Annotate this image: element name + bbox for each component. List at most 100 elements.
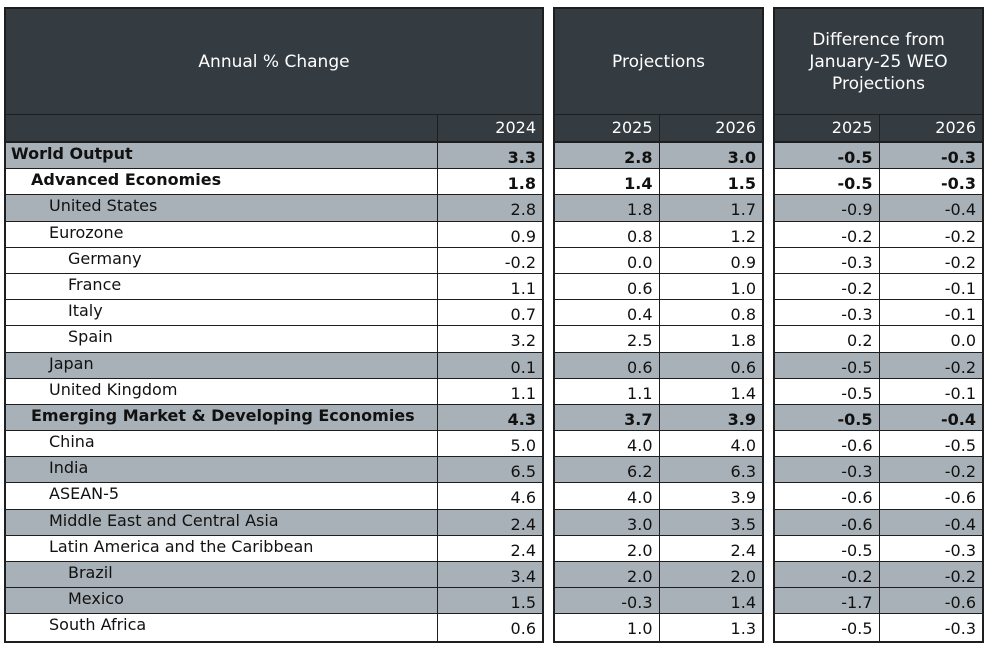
projection-2025-cell: 3.0 [627,514,653,534]
difference-2025-cell: 0.2 [847,331,873,351]
difference-2026-cell: -0.4 [878,404,983,431]
projection-2025-cell: 2.0 [627,567,653,586]
table-row: Spain 3.2 [6,326,542,353]
difference-year-row: 2025 2026 [775,115,982,143]
difference-2026-cell: -0.2 [878,457,983,483]
difference-2026-cell: -0.1 [878,300,983,326]
table-row: -0.3 -0.2 [775,457,983,484]
projection-2026-cell: 1.2 [658,221,763,247]
projection-2026-cell: 1.4 [658,378,763,404]
projection-2025-cell: -0.3 [621,593,653,613]
value-2024-cell: -0.2 [437,247,542,273]
table-row: -0.3 1.4 [555,588,763,615]
projection-2026-cell: 1.0 [658,273,763,300]
table-row: Middle East and Central Asia 2.4 [6,509,542,536]
difference-2025-cell: -0.5 [841,540,873,560]
year-2024-header: 2024 [437,115,542,141]
table-row: 2.5 1.8 [555,326,763,353]
projection-2025-cell: 2.8 [624,148,653,167]
value-2024-cell: 0.9 [437,221,542,247]
table-row: -0.3 -0.1 [775,300,983,327]
difference-2025-cell: -0.5 [837,409,873,429]
projection-2026-cell: 2.0 [658,562,763,588]
difference-2025-cell: -0.2 [841,226,873,246]
row-label: Emerging Market & Developing Economies [31,405,415,425]
difference-2026-cell: -0.1 [878,378,983,404]
row-label: Middle East and Central Asia [49,510,279,530]
projection-2025-cell: 1.4 [624,174,653,194]
value-2024-cell: 0.6 [437,614,542,641]
table-row: -0.6 -0.4 [775,509,982,536]
projection-2025-cell: 0.8 [627,226,653,246]
projection-2025-cell: 1.8 [627,200,653,220]
value-2024-cell: 0.7 [437,300,542,326]
label-header-spacer [6,115,437,141]
table-row: 1.1 1.4 [555,378,763,405]
table-row: 6.2 6.3 [555,457,762,484]
projection-2026-cell: 1.7 [658,195,763,221]
row-label: Spain [68,327,113,347]
projections-table: Projections 2025 2026 2.8 3.0 1.4 1.5 1.8 1.7… [553,7,764,643]
row-label: Japan [49,353,94,373]
difference-2025-cell: -0.2 [841,278,873,298]
projection-2026-cell: 1.4 [658,588,763,614]
value-2024-cell: 2.4 [437,535,542,561]
value-2024-cell: 1.5 [437,588,542,614]
value-2024-cell: 4.6 [437,483,542,509]
difference-2026-cell: 0.0 [878,326,983,352]
difference-2025-cell: -0.6 [841,514,873,534]
projection-rows: 2.8 3.0 1.4 1.5 1.8 1.7 0.8 1.2 0.0 0.9 0.6 1.0 0.4 0… [555,143,762,641]
projection-2025-cell: 1.1 [627,383,653,403]
table-row: 2.0 2.4 [555,535,762,562]
difference-2026-cell: -0.3 [878,614,983,641]
projection-2026-cell: 1.3 [658,614,763,641]
annual-change-header: Annual % Change [6,9,542,115]
difference-2025-header: 2025 [831,118,873,137]
table-row: -0.5 -0.4 [775,404,983,432]
row-label: Mexico [68,589,124,609]
difference-2025-cell: -0.3 [841,462,873,482]
difference-rows: -0.5 -0.3 -0.5 -0.3 -0.9 -0.4 -0.2 -0.2 -0.3 -0.2… [775,143,982,641]
annual-year-row: 2024 [6,115,542,143]
table-row: Advanced Economies 1.8 [6,169,542,196]
projection-2025-cell: 0.4 [627,305,653,325]
table-row: 3.0 3.5 [555,509,762,536]
projection-2026-cell: 0.6 [658,352,763,378]
difference-2026-cell: -0.3 [878,535,983,561]
projections-year-row: 2025 2026 [555,115,762,143]
table-row: 0.8 1.2 [555,221,763,248]
row-label: India [49,458,89,478]
row-label: ASEAN-5 [49,484,120,504]
table-row: 4.0 3.9 [555,483,762,510]
value-2024-cell: 6.5 [437,457,542,483]
value-2024-cell: 5.0 [437,431,542,457]
table-row: 1.4 1.5 [555,169,763,196]
difference-2026-cell: -0.2 [878,352,983,378]
projection-2026-cell: 1.8 [658,326,763,352]
table-row: -0.3 -0.2 [775,247,982,274]
table-row: 0.0 0.9 [555,247,762,274]
table-row: 2.0 2.0 [555,562,763,589]
table-row: Italy 0.7 [6,300,542,327]
table-row: -0.5 -0.2 [775,352,983,379]
table-row: -0.5 -0.3 [775,143,982,170]
row-label: United States [49,196,158,216]
table-row: India 6.5 [6,457,542,484]
projection-2026-cell: 1.5 [658,169,763,195]
projection-2025-cell: 3.7 [624,409,653,429]
projection-2026-cell: 3.0 [658,143,763,169]
value-2024-cell: 3.4 [437,562,542,588]
difference-2025-cell: -1.7 [841,593,873,613]
projection-2025-cell: 6.2 [627,462,653,482]
annual-change-table: Annual % Change 2024 World Output 3.3 Adva… [4,7,544,643]
row-label: Italy [68,301,103,321]
table-row: -0.2 -0.1 [775,273,982,301]
projection-2026-cell: 4.0 [658,431,763,457]
country-rows: World Output 3.3 Advanced Economies 1.8 Unit… [6,143,542,641]
difference-2026-cell: -0.2 [878,562,983,588]
value-2024-cell: 1.1 [437,273,542,300]
difference-2025-cell: -0.3 [841,252,873,272]
table-row: Latin America and the Caribbean 2.4 [6,535,542,562]
table-row: 2.8 3.0 [555,143,763,170]
difference-2026-cell: -0.4 [878,195,983,221]
